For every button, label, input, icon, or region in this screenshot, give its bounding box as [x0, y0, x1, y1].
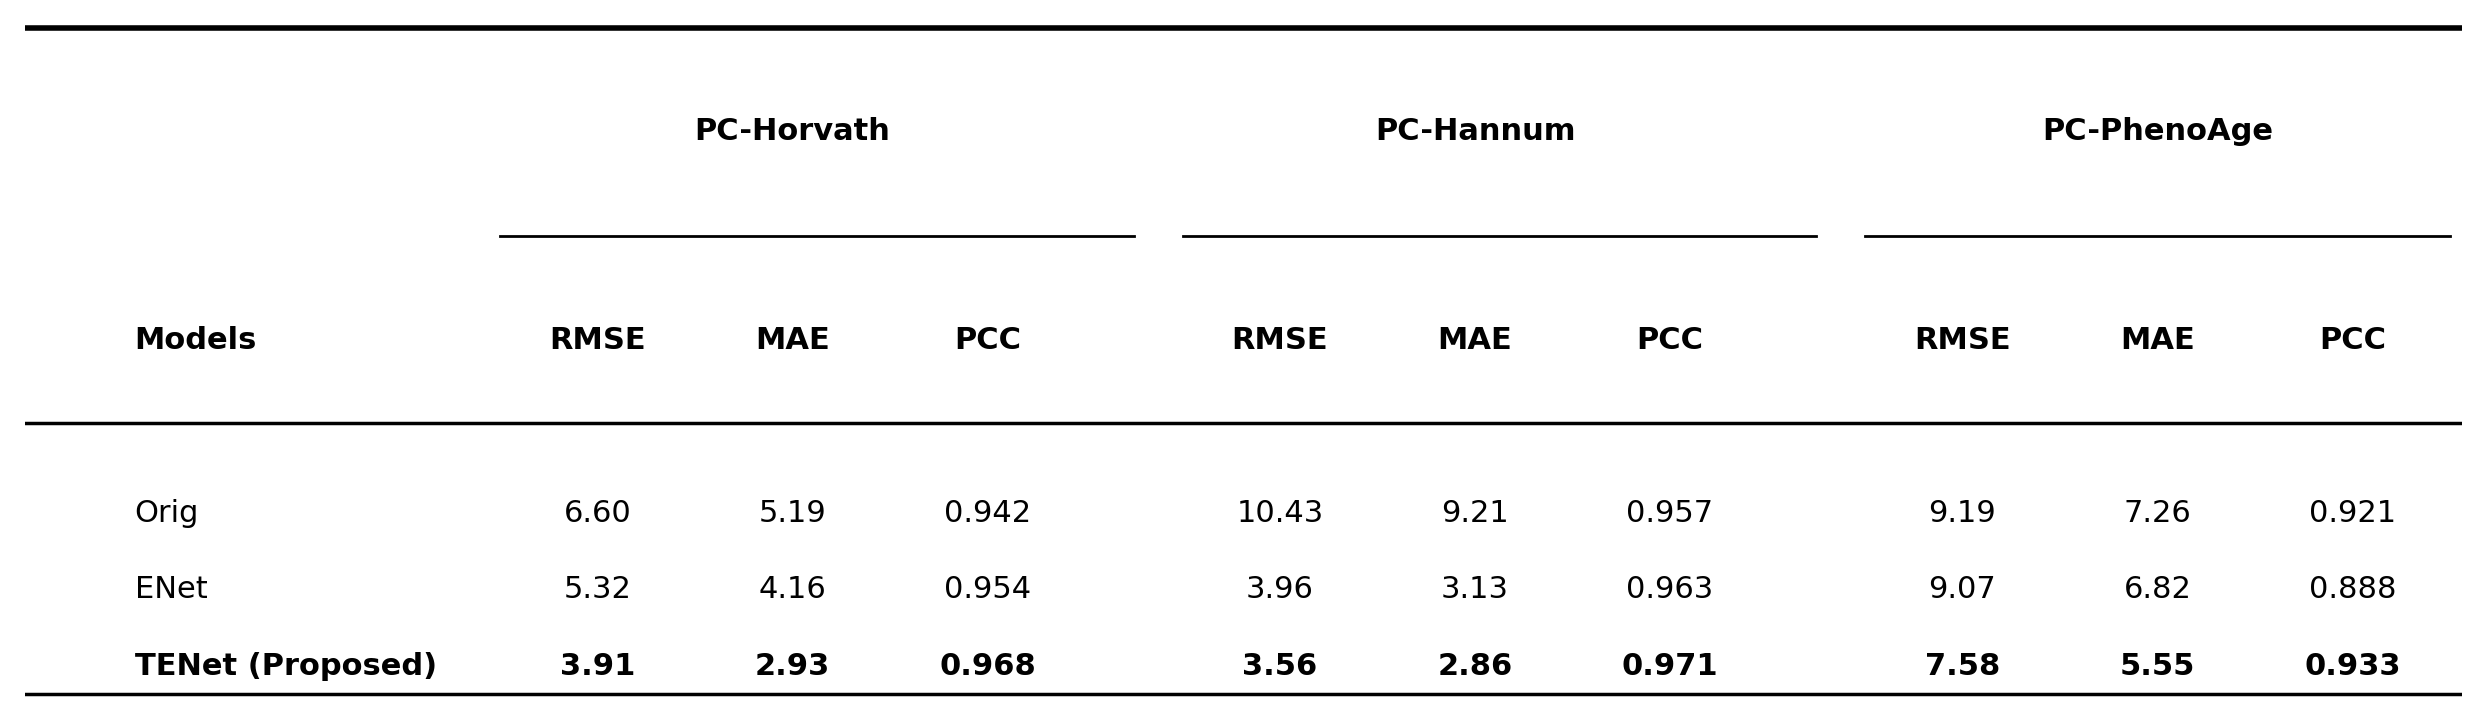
- Text: RMSE: RMSE: [1231, 326, 1328, 355]
- Text: 0.933: 0.933: [2303, 652, 2400, 680]
- Text: 3.13: 3.13: [1440, 576, 1510, 605]
- Text: MAE: MAE: [2119, 326, 2196, 355]
- Text: 5.55: 5.55: [2119, 652, 2196, 680]
- Text: 5.32: 5.32: [565, 576, 632, 605]
- Text: 5.19: 5.19: [759, 499, 826, 528]
- Text: 3.56: 3.56: [1244, 652, 1318, 680]
- Text: PC-Hannum: PC-Hannum: [1375, 118, 1574, 147]
- Text: 0.921: 0.921: [2308, 499, 2395, 528]
- Text: PCC: PCC: [955, 326, 1022, 355]
- Text: 4.16: 4.16: [759, 576, 826, 605]
- Text: 2.93: 2.93: [756, 652, 831, 680]
- Text: 7.26: 7.26: [2124, 499, 2191, 528]
- Text: 0.957: 0.957: [1626, 499, 1714, 528]
- Text: PC-Horvath: PC-Horvath: [694, 118, 890, 147]
- Text: 0.942: 0.942: [945, 499, 1032, 528]
- Text: 9.19: 9.19: [1927, 499, 1997, 528]
- Text: TENet (Proposed): TENet (Proposed): [134, 652, 438, 680]
- Text: 6.82: 6.82: [2124, 576, 2191, 605]
- Text: 0.888: 0.888: [2308, 576, 2395, 605]
- Text: 9.21: 9.21: [1440, 499, 1510, 528]
- Text: 10.43: 10.43: [1236, 499, 1323, 528]
- Text: PCC: PCC: [2318, 326, 2385, 355]
- Text: ENet: ENet: [134, 576, 206, 605]
- Text: 0.968: 0.968: [940, 652, 1037, 680]
- Text: 2.86: 2.86: [1437, 652, 1512, 680]
- Text: MAE: MAE: [756, 326, 831, 355]
- Text: 0.954: 0.954: [945, 576, 1032, 605]
- Text: PCC: PCC: [1636, 326, 1704, 355]
- Text: 9.07: 9.07: [1927, 576, 1997, 605]
- Text: 7.58: 7.58: [1925, 652, 2000, 680]
- Text: RMSE: RMSE: [550, 326, 647, 355]
- Text: 3.96: 3.96: [1246, 576, 1313, 605]
- Text: 6.60: 6.60: [565, 499, 632, 528]
- Text: Models: Models: [134, 326, 256, 355]
- Text: PC-PhenoAge: PC-PhenoAge: [2042, 118, 2273, 147]
- Text: 0.971: 0.971: [1622, 652, 1719, 680]
- Text: RMSE: RMSE: [1915, 326, 2012, 355]
- Text: 0.963: 0.963: [1626, 576, 1714, 605]
- Text: 3.91: 3.91: [560, 652, 634, 680]
- Text: Orig: Orig: [134, 499, 199, 528]
- Text: MAE: MAE: [1437, 326, 1512, 355]
